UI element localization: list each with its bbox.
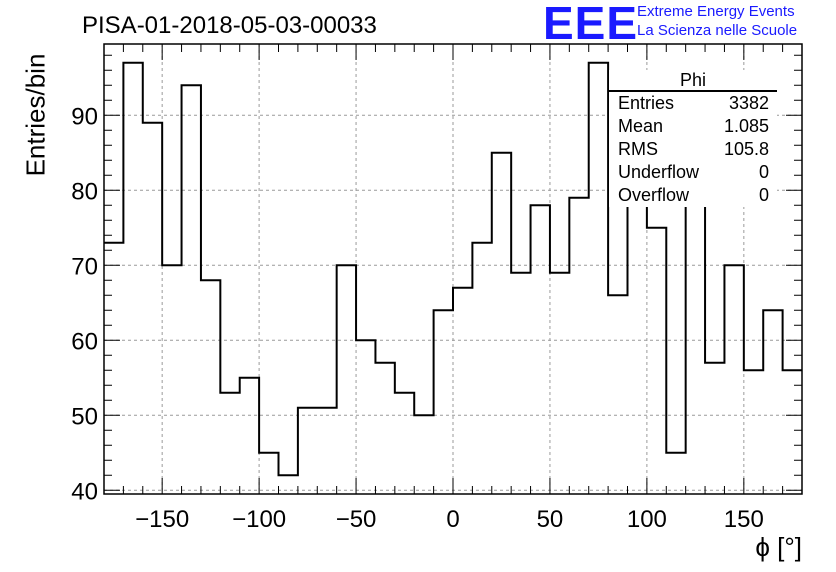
stats-label: Entries: [618, 93, 675, 113]
stats-value: 105.8: [723, 139, 769, 159]
stats-label: Mean: [618, 116, 664, 136]
y-tick-label: 60: [71, 328, 98, 355]
logo-caption: Extreme Energy Events La Scienza nelle S…: [637, 2, 797, 40]
y-tick-label: 50: [71, 403, 98, 430]
stats-row-underflow: Underflow 0: [609, 161, 777, 184]
stats-row-mean: Mean 1.085: [609, 115, 777, 138]
y-axis-label: Entries/bin: [20, 53, 51, 177]
x-tick-label: 50: [537, 506, 564, 533]
stats-value: 0: [758, 162, 769, 182]
logo-line-1: Extreme Energy Events: [637, 3, 795, 20]
x-tick-label: 0: [446, 506, 459, 533]
stats-box: Phi Entries 3382 Mean 1.085 RMS 105.8 Un…: [609, 70, 777, 207]
y-tick-label: 40: [71, 478, 98, 505]
x-tick-label: −150: [135, 506, 189, 533]
x-tick-label: −50: [336, 506, 377, 533]
stats-row-entries: Entries 3382: [609, 92, 777, 115]
histogram-line: [104, 61, 802, 477]
stats-value: 3382: [728, 93, 769, 113]
stats-title: Phi: [609, 70, 777, 92]
stats-label: Underflow: [618, 162, 700, 182]
x-axis-label: ϕ [°]: [755, 532, 802, 562]
stats-label: Overflow: [618, 185, 690, 205]
stats-row-rms: RMS 105.8: [609, 138, 777, 161]
y-tick-label: 80: [71, 178, 98, 205]
stats-row-overflow: Overflow 0: [609, 184, 777, 207]
logo-line-2: La Scienza nelle Scuole: [637, 22, 798, 39]
stats-value: 0: [758, 185, 769, 205]
stats-value: 1.085: [723, 116, 769, 136]
stats-label: RMS: [618, 139, 658, 159]
x-tick-label: −100: [232, 506, 286, 533]
y-tick-label: 90: [71, 103, 98, 130]
x-tick-label: 100: [627, 506, 667, 533]
eee-logo: EEE: [543, 0, 639, 49]
chart-title: PISA-01-2018-05-03-00033: [82, 12, 377, 39]
y-tick-label: 70: [71, 253, 98, 280]
x-tick-label: 150: [724, 506, 764, 533]
